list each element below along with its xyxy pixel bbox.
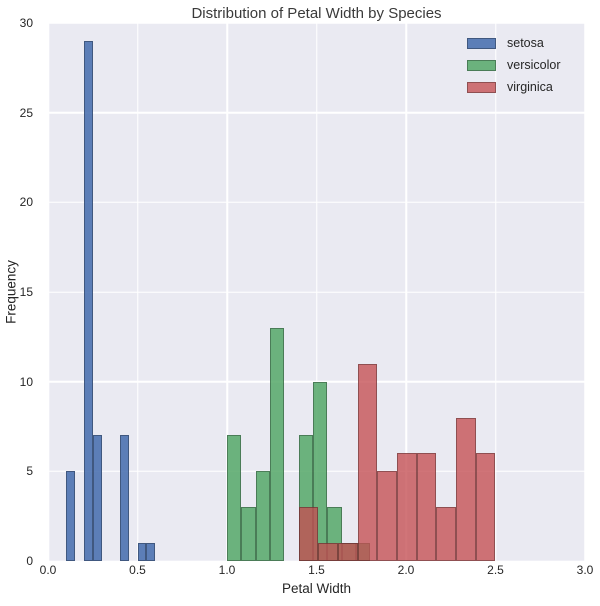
- y-tick-label: 25: [19, 105, 33, 120]
- gridline-horizontal: [48, 560, 585, 562]
- gridline-vertical: [584, 23, 586, 561]
- histogram-bar-setosa: [83, 40, 93, 561]
- y-tick-label: 20: [19, 195, 33, 210]
- y-tick-label: 0: [26, 554, 33, 568]
- histogram-bar-setosa: [146, 543, 156, 561]
- legend-label: versicolor: [507, 58, 561, 72]
- x-axis-ticks: 0.0 0.5 1.0 1.5 2.0 2.5 3.0: [40, 563, 594, 578]
- x-tick-label: 2.5: [487, 563, 504, 577]
- chart-title: Distribution of Petal Width by Species: [191, 5, 442, 22]
- legend-item-versicolor: versicolor: [467, 58, 561, 72]
- legend-item-setosa: setosa: [467, 36, 561, 50]
- histogram-bar-virginica: [318, 543, 338, 561]
- histogram-bar-setosa: [65, 471, 75, 561]
- histogram-bar-virginica: [436, 507, 457, 561]
- histogram-bar-setosa: [92, 435, 102, 561]
- histogram-bar-versicolor: [227, 435, 242, 561]
- y-tick-label: 10: [19, 374, 33, 389]
- gridline-horizontal: [48, 291, 585, 293]
- gridline-horizontal: [48, 22, 585, 24]
- histogram-bar-versicolor: [255, 471, 270, 561]
- legend-label: setosa: [507, 36, 544, 50]
- y-tick-label: 30: [19, 16, 33, 30]
- histogram-bar-virginica: [298, 507, 319, 561]
- x-tick-label: 3.0: [576, 563, 594, 577]
- y-tick-label: 5: [26, 464, 33, 479]
- y-tick-label: 15: [19, 285, 33, 299]
- y-axis-ticks: 0 5 10 15 20 25 30: [0, 16, 41, 568]
- histogram-bar-versicolor: [241, 507, 256, 561]
- x-tick-label: 0.0: [39, 563, 57, 577]
- histogram-bar-setosa: [137, 543, 147, 561]
- histogram-bar-virginica: [475, 453, 496, 561]
- plot-area: setosa versicolor virginica: [47, 22, 586, 562]
- histogram-bar-virginica: [397, 453, 417, 561]
- legend-item-virginica: virginica: [467, 80, 561, 94]
- x-tick-label: 1.0: [218, 563, 236, 577]
- x-tick-label: 2.0: [397, 563, 415, 577]
- legend: setosa versicolor virginica: [467, 36, 561, 103]
- legend-swatch-versicolor: [467, 59, 496, 71]
- histogram-bar-virginica: [456, 417, 476, 561]
- legend-label: virginica: [507, 80, 553, 94]
- histogram-bar-setosa: [119, 435, 129, 561]
- x-tick-label: 1.5: [308, 563, 325, 577]
- legend-swatch-virginica: [467, 81, 496, 93]
- histogram-bar-virginica: [357, 363, 378, 561]
- histogram-bar-virginica: [377, 471, 398, 561]
- legend-swatch-setosa: [467, 37, 496, 49]
- histogram-bar-virginica: [416, 453, 437, 561]
- gridline-horizontal: [48, 111, 585, 114]
- histogram-bar-versicolor: [269, 327, 285, 561]
- x-axis-label: Petal Width: [281, 581, 352, 596]
- gridline-horizontal: [48, 201, 585, 204]
- x-tick-label: 0.5: [129, 563, 146, 577]
- histogram-bar-virginica: [337, 543, 358, 561]
